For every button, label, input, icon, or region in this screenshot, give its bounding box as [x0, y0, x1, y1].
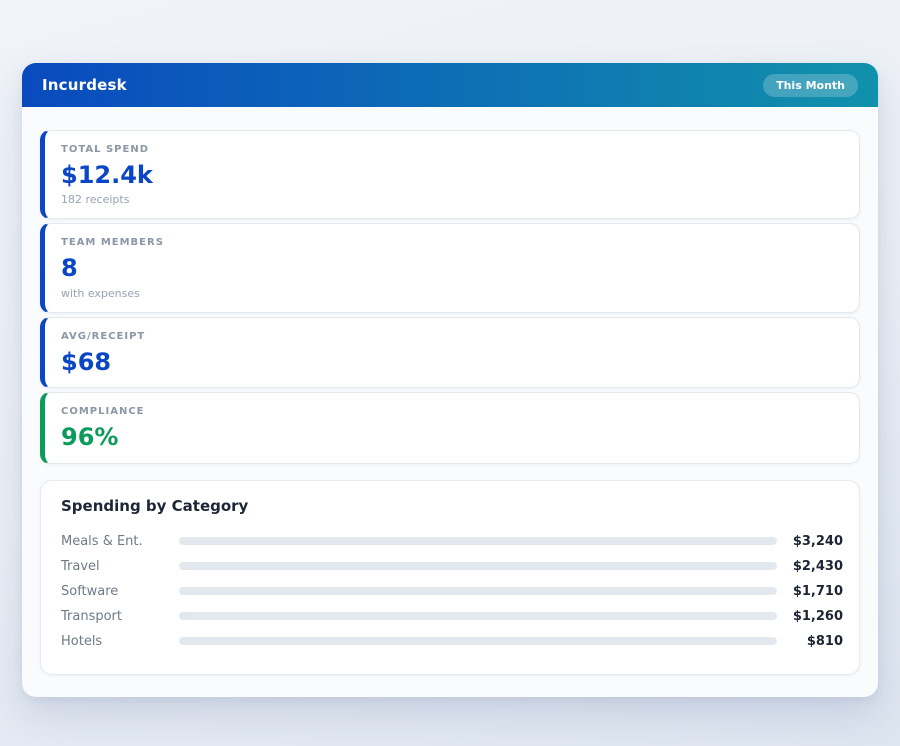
chart-row-hotels: Hotels $810 [59, 629, 843, 654]
stat-card-total-spend: TOTAL SPEND $12.4k 182 receipts [40, 130, 860, 220]
bar-track [179, 637, 777, 646]
stat-label: AVG/RECEIPT [61, 330, 146, 342]
spending-by-category-chart: Spending by Category Meals & Ent. $3,240… [40, 479, 860, 675]
category-value: $810 [806, 633, 843, 649]
app-title: Incurdesk [42, 76, 127, 94]
category-value: $2,430 [792, 558, 843, 574]
chart-row-meals: Meals & Ent. $3,240 [59, 529, 843, 554]
category-label: Hotels [61, 633, 103, 649]
chart-row-software: Software $1,710 [59, 579, 843, 604]
category-value: $1,260 [792, 608, 843, 624]
stat-label: COMPLIANCE [61, 406, 145, 418]
stat-caption: 182 receipts [61, 193, 130, 207]
bar-track [179, 537, 777, 546]
stat-card-compliance: COMPLIANCE 96% [40, 392, 860, 464]
category-value: $3,240 [792, 533, 843, 549]
bar-track [179, 562, 777, 571]
stat-value: 96% [61, 423, 119, 452]
dashboard-body: TOTAL SPEND $12.4k 182 receipts TEAM MEM… [22, 107, 878, 697]
stat-label: TOTAL SPEND [61, 144, 149, 155]
bar-track [179, 587, 777, 596]
chart-row-transport: Transport $1,260 [59, 604, 843, 629]
stat-label: TEAM MEMBERS [61, 237, 164, 249]
chart-row-travel: Travel $2,430 [59, 554, 843, 579]
stat-value: $12.4k [61, 161, 153, 189]
category-label: Travel [61, 558, 100, 574]
chart-title: Spending by Category [61, 496, 249, 515]
dashboard-card: Incurdesk This Month TOTAL SPEND $12.4k … [22, 63, 878, 697]
stat-value: 8 [61, 254, 78, 283]
stat-caption: with expenses [61, 286, 140, 300]
app-header: Incurdesk This Month [22, 63, 878, 107]
category-label: Meals & Ent. [61, 533, 143, 549]
stat-card-team-members: TEAM MEMBERS 8 with expenses [40, 223, 860, 313]
bar-track [179, 612, 777, 621]
category-value: $1,710 [792, 583, 843, 599]
category-label: Transport [61, 608, 123, 624]
stat-card-avg-receipt: AVG/RECEIPT $68 [40, 316, 860, 389]
period-badge[interactable]: This Month [763, 73, 858, 97]
stat-value: $68 [61, 347, 112, 376]
category-label: Software [61, 583, 119, 599]
